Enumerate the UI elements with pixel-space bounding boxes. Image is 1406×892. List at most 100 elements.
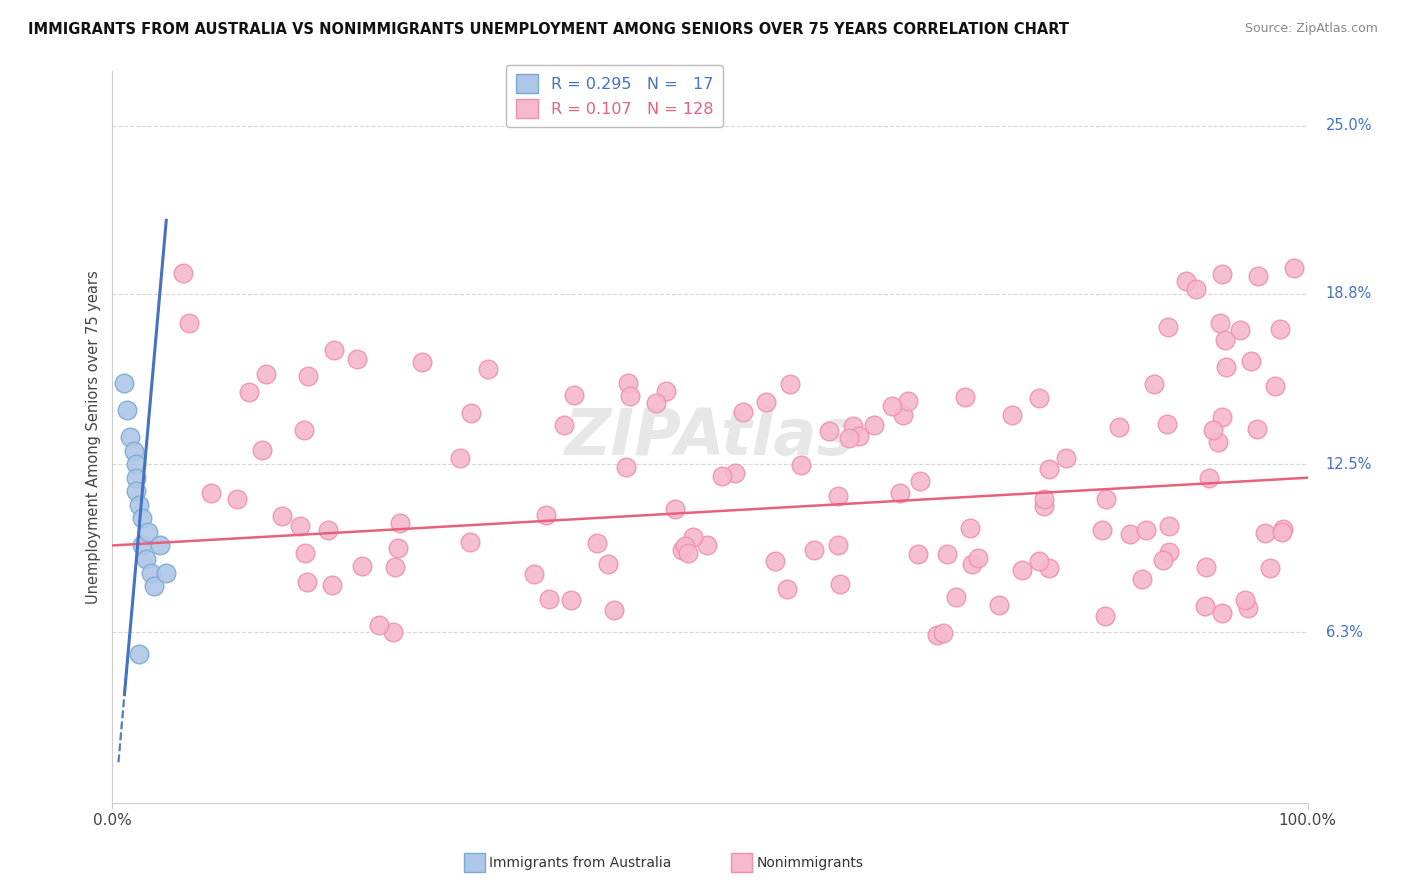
Point (945, 590, 967, 604)
Point (967, 551, 990, 566)
Point (1033, 491, 1056, 506)
Point (143, 579, 166, 593)
Point (827, 489, 849, 503)
Point (931, 625, 953, 640)
Point (1264, 379, 1286, 393)
Point (953, 390, 976, 404)
Point (790, 458, 813, 472)
Point (763, 554, 786, 568)
Legend: R = 0.295   N =   17, R = 0.107   N = 128: R = 0.295 N = 17, R = 0.107 N = 128 (506, 65, 723, 128)
Point (523, 567, 546, 582)
Point (562, 388, 585, 402)
Point (225, 491, 247, 506)
Point (238, 384, 260, 399)
Point (1211, 267, 1233, 281)
Point (1282, 260, 1305, 275)
Point (120, 430, 142, 444)
Point (1157, 518, 1180, 533)
Point (960, 557, 983, 571)
Point (910, 474, 932, 488)
Point (122, 443, 145, 458)
Text: IMMIGRANTS FROM AUSTRALIA VS NONIMMIGRANTS UNEMPLOYMENT AMONG SENIORS OVER 75 YE: IMMIGRANTS FROM AUSTRALIA VS NONIMMIGRAN… (28, 22, 1069, 37)
Point (724, 467, 747, 481)
Point (1038, 561, 1060, 575)
Point (271, 508, 294, 523)
Point (128, 498, 150, 512)
Point (1054, 450, 1077, 465)
Point (585, 536, 607, 550)
Point (838, 431, 860, 445)
Point (682, 530, 704, 544)
Point (828, 577, 851, 591)
Point (292, 423, 315, 437)
Point (776, 582, 799, 596)
Point (1233, 593, 1256, 607)
Point (1215, 359, 1237, 374)
Point (1268, 322, 1291, 336)
Point (1271, 525, 1294, 540)
Point (1240, 353, 1263, 368)
Point (882, 399, 904, 413)
Text: ZIPAtlas: ZIPAtlas (565, 406, 855, 468)
Point (1143, 376, 1166, 391)
Point (655, 384, 678, 399)
Point (381, 625, 404, 640)
Point (290, 519, 312, 533)
Point (1272, 522, 1295, 536)
Point (1211, 410, 1233, 425)
Point (897, 394, 920, 409)
Point (177, 316, 200, 330)
Point (1213, 333, 1236, 347)
Point (131, 538, 153, 552)
Point (1091, 523, 1114, 537)
Point (1157, 319, 1180, 334)
Point (1185, 282, 1208, 296)
Point (125, 457, 148, 471)
Point (673, 540, 696, 554)
Point (1094, 609, 1116, 624)
Point (893, 408, 915, 422)
Point (925, 628, 948, 642)
Point (1260, 561, 1282, 575)
Point (779, 377, 801, 392)
Point (384, 559, 406, 574)
Point (664, 502, 686, 516)
Point (1206, 434, 1229, 449)
Point (346, 352, 368, 367)
Point (477, 362, 499, 376)
Point (1028, 554, 1050, 568)
Point (297, 369, 319, 384)
Point (889, 486, 911, 500)
Point (1174, 274, 1197, 288)
Text: Nonimmigrants: Nonimmigrants (756, 855, 863, 870)
Point (1247, 269, 1270, 284)
Point (617, 376, 640, 391)
Text: Immigrants from Australia: Immigrants from Australia (489, 855, 672, 870)
Point (1095, 492, 1118, 507)
Point (128, 647, 150, 661)
Point (125, 484, 148, 499)
Point (1152, 553, 1174, 567)
Point (1156, 417, 1178, 432)
Point (295, 575, 318, 590)
Point (602, 602, 624, 616)
Point (731, 405, 754, 419)
Point (449, 450, 471, 465)
Point (350, 558, 373, 573)
Point (596, 557, 619, 571)
Point (252, 443, 274, 458)
Point (959, 521, 981, 535)
Point (411, 355, 433, 369)
Point (537, 592, 560, 607)
Text: 6.3%: 6.3% (1326, 624, 1362, 640)
Point (619, 389, 641, 403)
Point (135, 552, 157, 566)
Point (388, 516, 411, 530)
Text: Source: ZipAtlas.com: Source: ZipAtlas.com (1244, 22, 1378, 36)
Point (1135, 523, 1157, 537)
Point (676, 545, 699, 559)
Point (862, 417, 884, 432)
Point (710, 469, 733, 483)
Point (1209, 316, 1232, 330)
Point (1195, 559, 1218, 574)
